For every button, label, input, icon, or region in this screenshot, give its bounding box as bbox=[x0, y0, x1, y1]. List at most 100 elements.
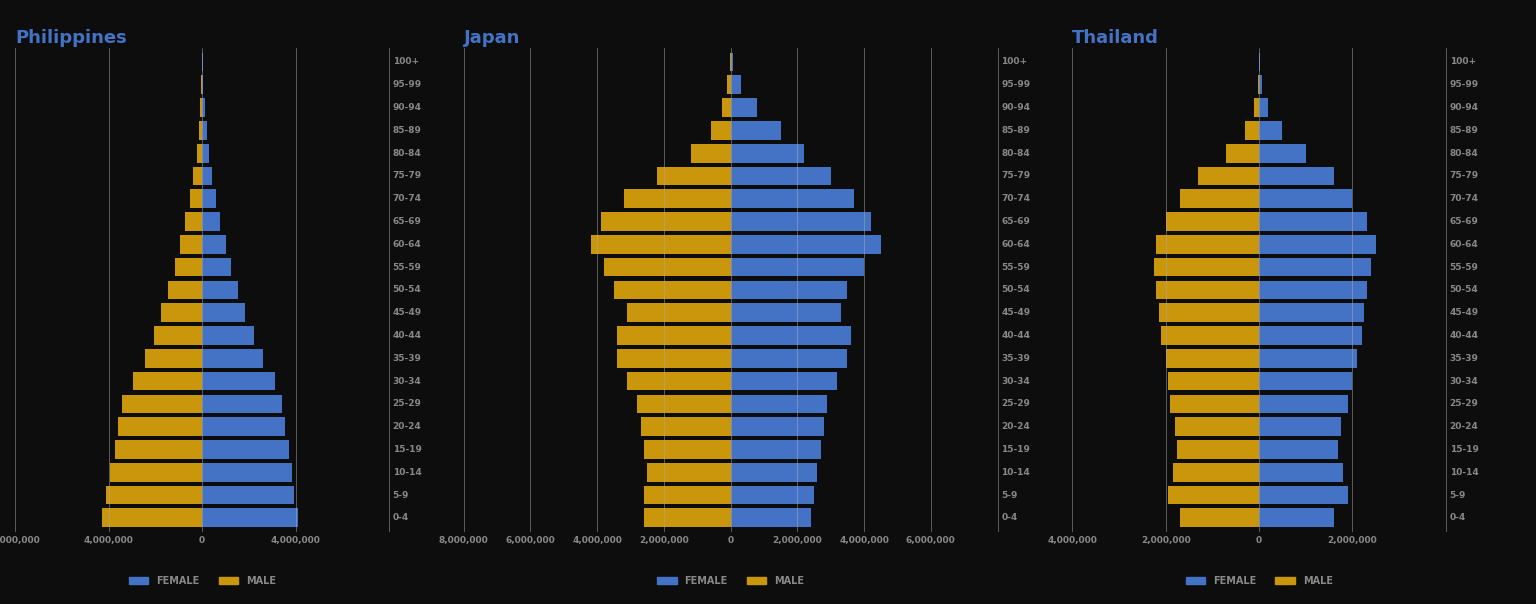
Text: 95-99: 95-99 bbox=[1001, 80, 1031, 89]
Bar bbox=[203, 486, 295, 504]
Text: 35-39: 35-39 bbox=[393, 354, 421, 363]
Bar bbox=[644, 440, 731, 459]
Bar bbox=[1167, 371, 1260, 390]
Bar bbox=[1167, 486, 1260, 504]
Text: 80-84: 80-84 bbox=[1001, 149, 1031, 158]
Bar bbox=[1260, 349, 1358, 368]
Bar bbox=[617, 349, 731, 368]
Text: 20-24: 20-24 bbox=[1450, 422, 1478, 431]
Legend: FEMALE, MALE: FEMALE, MALE bbox=[653, 572, 808, 590]
Bar bbox=[121, 394, 203, 413]
Text: 10-14: 10-14 bbox=[1450, 467, 1478, 477]
Bar bbox=[198, 121, 203, 140]
Bar bbox=[1260, 258, 1372, 277]
Text: 25-29: 25-29 bbox=[393, 399, 421, 408]
Text: 0-4: 0-4 bbox=[393, 513, 409, 522]
Text: 100+: 100+ bbox=[1450, 57, 1476, 66]
Bar bbox=[1157, 235, 1260, 254]
Bar bbox=[175, 258, 203, 277]
Text: 15-19: 15-19 bbox=[1450, 445, 1479, 454]
Bar bbox=[731, 349, 848, 368]
Bar bbox=[1260, 121, 1283, 140]
Text: 10-14: 10-14 bbox=[1001, 467, 1031, 477]
Bar bbox=[1260, 417, 1341, 436]
Bar bbox=[731, 76, 740, 94]
Text: 25-29: 25-29 bbox=[1450, 399, 1479, 408]
Bar bbox=[134, 371, 203, 390]
Bar bbox=[590, 235, 731, 254]
Text: 95-99: 95-99 bbox=[393, 80, 422, 89]
Bar bbox=[1260, 440, 1338, 459]
Bar bbox=[203, 371, 275, 390]
Bar bbox=[731, 98, 757, 117]
Text: 60-64: 60-64 bbox=[1450, 240, 1478, 249]
Bar bbox=[203, 258, 232, 277]
Bar bbox=[731, 326, 851, 345]
Text: 30-34: 30-34 bbox=[1450, 376, 1478, 385]
Bar bbox=[1161, 326, 1260, 345]
Bar bbox=[731, 463, 817, 481]
Bar bbox=[617, 326, 731, 345]
Bar bbox=[637, 394, 731, 413]
Bar bbox=[1166, 349, 1260, 368]
Bar bbox=[728, 76, 731, 94]
Text: 50-54: 50-54 bbox=[1450, 286, 1478, 294]
Bar bbox=[731, 167, 831, 185]
Text: 85-89: 85-89 bbox=[1001, 126, 1031, 135]
Text: 25-29: 25-29 bbox=[1001, 399, 1031, 408]
Bar bbox=[1170, 394, 1260, 413]
Bar bbox=[203, 349, 263, 368]
Bar bbox=[731, 190, 854, 208]
Bar bbox=[1157, 281, 1260, 299]
Bar bbox=[1226, 144, 1260, 162]
Bar bbox=[731, 440, 820, 459]
Text: 45-49: 45-49 bbox=[393, 308, 422, 317]
Text: 50-54: 50-54 bbox=[393, 286, 421, 294]
Bar bbox=[1178, 440, 1260, 459]
Bar bbox=[1166, 212, 1260, 231]
Bar bbox=[161, 303, 203, 322]
Bar bbox=[1260, 371, 1353, 390]
Bar bbox=[203, 144, 209, 162]
Bar bbox=[1198, 167, 1260, 185]
Bar bbox=[627, 371, 731, 390]
Bar bbox=[1260, 190, 1353, 208]
Bar bbox=[203, 121, 207, 140]
Text: 55-59: 55-59 bbox=[1450, 263, 1479, 272]
Bar bbox=[101, 509, 203, 527]
Bar bbox=[1260, 303, 1364, 322]
Bar bbox=[731, 53, 733, 71]
Text: 75-79: 75-79 bbox=[393, 172, 422, 181]
Legend: FEMALE, MALE: FEMALE, MALE bbox=[124, 572, 280, 590]
Bar bbox=[731, 371, 837, 390]
Bar bbox=[614, 281, 731, 299]
Bar bbox=[657, 167, 731, 185]
Text: 30-34: 30-34 bbox=[393, 376, 421, 385]
Text: Philippines: Philippines bbox=[15, 29, 127, 47]
Bar bbox=[118, 417, 203, 436]
Bar bbox=[189, 190, 203, 208]
Text: 90-94: 90-94 bbox=[1450, 103, 1479, 112]
Text: 30-34: 30-34 bbox=[1001, 376, 1031, 385]
Text: 0-4: 0-4 bbox=[1450, 513, 1465, 522]
Legend: FEMALE, MALE: FEMALE, MALE bbox=[1181, 572, 1336, 590]
Bar bbox=[647, 463, 731, 481]
Bar bbox=[203, 98, 204, 117]
Bar bbox=[731, 258, 865, 277]
Bar bbox=[731, 212, 871, 231]
Text: 15-19: 15-19 bbox=[1001, 445, 1031, 454]
Bar bbox=[1260, 326, 1362, 345]
Bar bbox=[197, 144, 203, 162]
Bar bbox=[194, 167, 203, 185]
Text: 55-59: 55-59 bbox=[1001, 263, 1031, 272]
Bar bbox=[1180, 509, 1260, 527]
Text: 5-9: 5-9 bbox=[393, 490, 409, 500]
Text: 20-24: 20-24 bbox=[393, 422, 421, 431]
Bar bbox=[691, 144, 731, 162]
Bar bbox=[731, 509, 811, 527]
Bar bbox=[203, 326, 253, 345]
Text: 15-19: 15-19 bbox=[393, 445, 421, 454]
Bar bbox=[731, 281, 848, 299]
Text: 75-79: 75-79 bbox=[1450, 172, 1479, 181]
Bar bbox=[1172, 463, 1260, 481]
